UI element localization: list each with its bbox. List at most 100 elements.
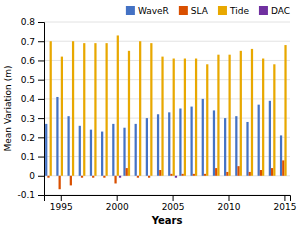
bar bbox=[170, 174, 172, 176]
x-axis-line bbox=[45, 196, 291, 202]
bar bbox=[61, 57, 63, 176]
y-tick-label: 0.7 bbox=[21, 37, 35, 47]
y-axis-line bbox=[38, 23, 45, 196]
bar bbox=[103, 176, 105, 178]
bar bbox=[186, 175, 188, 176]
x-tick: 2000 bbox=[106, 195, 129, 212]
bar bbox=[135, 124, 137, 176]
bar bbox=[237, 166, 239, 176]
y-tick-label: 0.3 bbox=[21, 113, 35, 123]
y-tick-mark bbox=[38, 176, 44, 177]
bar-series bbox=[47, 160, 284, 189]
y-tick: 0.5 bbox=[21, 75, 44, 85]
x-tick-label: 2000 bbox=[106, 202, 129, 212]
chart: 19952000200520102015-0.100.10.20.30.40.5… bbox=[0, 0, 300, 229]
bar bbox=[94, 43, 96, 176]
x-tick: 2010 bbox=[218, 195, 241, 212]
y-tick-mark bbox=[38, 41, 44, 42]
x-tick-label: 2015 bbox=[273, 202, 296, 212]
bar bbox=[72, 41, 74, 176]
bar bbox=[217, 55, 219, 176]
y-tick-mark bbox=[38, 60, 44, 61]
bar bbox=[249, 172, 251, 176]
y-tick-mark bbox=[38, 137, 44, 138]
x-tick-mark bbox=[229, 195, 230, 201]
y-tick: -0.1 bbox=[17, 190, 44, 200]
y-tick-label: 0.5 bbox=[21, 75, 35, 85]
bar bbox=[195, 59, 197, 176]
bar bbox=[246, 122, 248, 176]
bar bbox=[74, 175, 76, 176]
y-tick-label: 0.6 bbox=[21, 56, 36, 66]
bar bbox=[175, 176, 177, 178]
bar bbox=[262, 59, 264, 176]
y-tick-label: 0.1 bbox=[21, 152, 35, 162]
x-tick-mark bbox=[284, 195, 285, 201]
y-tick-mark bbox=[38, 80, 44, 81]
bar bbox=[179, 109, 181, 176]
x-tick-mark bbox=[61, 195, 62, 201]
bar bbox=[287, 175, 289, 176]
bar bbox=[275, 175, 277, 176]
x-tick-label: 1995 bbox=[50, 202, 73, 212]
bar bbox=[59, 176, 61, 189]
bar-series bbox=[119, 176, 177, 178]
legend: WaveRSLATideDAC bbox=[126, 6, 290, 16]
legend-label: Tide bbox=[229, 6, 249, 16]
bar bbox=[280, 135, 282, 175]
grid bbox=[44, 22, 290, 195]
y-tick: 0.1 bbox=[21, 152, 44, 162]
bar bbox=[253, 175, 255, 176]
legend-label: WaveR bbox=[138, 6, 169, 16]
bar bbox=[271, 168, 273, 176]
y-tick-label: 0 bbox=[29, 171, 35, 181]
x-tick-label: 2005 bbox=[162, 202, 185, 212]
x-tick: 2015 bbox=[273, 195, 296, 212]
bar bbox=[128, 51, 130, 176]
bar bbox=[92, 176, 94, 178]
bar bbox=[224, 118, 226, 176]
y-tick-mark bbox=[38, 99, 44, 100]
x-tick-label: 2010 bbox=[218, 202, 241, 212]
grid-line bbox=[44, 22, 290, 23]
y-tick: 0.6 bbox=[21, 56, 44, 66]
bar-series bbox=[45, 97, 282, 176]
bar bbox=[269, 101, 271, 176]
bar bbox=[258, 105, 260, 176]
legend-swatch bbox=[259, 6, 268, 15]
grid-line bbox=[44, 118, 290, 119]
legend-swatch bbox=[126, 6, 135, 15]
bar bbox=[119, 176, 121, 178]
bar bbox=[45, 124, 47, 176]
bar bbox=[168, 112, 170, 175]
bar bbox=[190, 107, 192, 176]
bar bbox=[208, 175, 210, 176]
bar bbox=[264, 175, 266, 176]
bar bbox=[197, 175, 199, 176]
y-tick-mark bbox=[38, 195, 44, 196]
x-tick: 2005 bbox=[162, 195, 185, 212]
x-axis-title: Years bbox=[151, 215, 183, 226]
legend-item: Tide bbox=[218, 6, 249, 16]
bar bbox=[235, 116, 237, 176]
grid-line bbox=[44, 98, 290, 99]
y-tick: 0 bbox=[29, 171, 44, 181]
bar bbox=[226, 172, 228, 176]
y-tick-mark bbox=[38, 118, 44, 119]
bar bbox=[139, 41, 141, 176]
bar bbox=[79, 126, 81, 176]
bar bbox=[52, 175, 54, 176]
bar bbox=[101, 132, 103, 176]
y-tick-label: 0.8 bbox=[21, 17, 36, 27]
bar bbox=[242, 175, 244, 176]
bar bbox=[206, 64, 208, 175]
bar bbox=[63, 175, 65, 176]
bar bbox=[284, 45, 286, 176]
y-tick: 0.2 bbox=[21, 133, 44, 143]
grid-line bbox=[44, 79, 290, 80]
bar bbox=[90, 130, 92, 176]
legend-item: DAC bbox=[259, 6, 290, 16]
y-axis: -0.100.10.20.30.40.50.60.70.8 bbox=[17, 17, 44, 200]
bar bbox=[117, 35, 119, 175]
legend-swatch bbox=[179, 6, 188, 15]
